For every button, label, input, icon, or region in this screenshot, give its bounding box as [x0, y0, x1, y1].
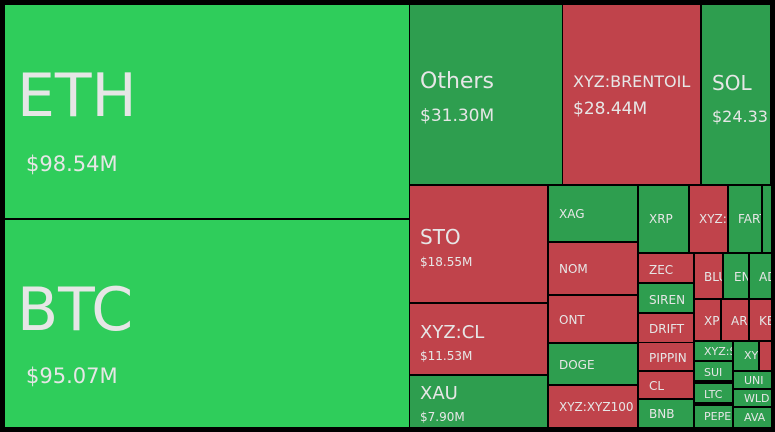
tile-label: EN: [734, 269, 748, 284]
tile-label: FART: [738, 211, 761, 226]
tile: [760, 342, 771, 370]
tile-label: XRP: [649, 211, 673, 226]
tile[interactable]: AR: [722, 300, 748, 340]
tile[interactable]: DOGE: [549, 344, 637, 384]
tile: [763, 186, 771, 252]
tile[interactable]: EN: [724, 254, 748, 298]
tile-value: $18.55M: [420, 254, 473, 269]
tile[interactable]: XYZ:BRENTOIL $28.44M: [563, 5, 700, 184]
tile[interactable]: XRP: [639, 186, 688, 252]
tile-value: $98.54M: [26, 151, 118, 176]
tile[interactable]: BLU: [695, 254, 722, 298]
tile-label: XAG: [559, 206, 585, 221]
tile-label: WLD: [744, 392, 770, 406]
tile-label: XYZ:XYZ100: [559, 399, 634, 414]
tile[interactable]: ETH $98.54M: [5, 5, 409, 218]
tile-value: $11.53M: [420, 348, 473, 363]
tile[interactable]: SOL $24.33: [702, 5, 770, 184]
tile-label: DOGE: [559, 357, 595, 372]
tile-label: ONT: [559, 312, 585, 327]
tile-label: XYZ:CL: [420, 321, 485, 343]
tile[interactable]: XAG: [549, 186, 637, 241]
tile-label: LTC: [704, 388, 723, 402]
tile-value: $7.90M: [420, 409, 465, 424]
tile[interactable]: XYZ:S: [695, 342, 732, 360]
tile-value: $24.33: [712, 106, 768, 126]
tile-label: DRIFT: [649, 321, 685, 336]
tile-label: BLU: [704, 269, 722, 284]
tile-label: PEPE: [704, 410, 732, 424]
tile-label: UNI: [744, 374, 764, 388]
tile[interactable]: CL: [639, 372, 693, 398]
tile[interactable]: KE: [750, 300, 771, 340]
tile[interactable]: DRIFT: [639, 314, 693, 342]
tile-label: ETH: [17, 61, 137, 132]
tile[interactable]: NOM: [549, 243, 637, 294]
tile[interactable]: XY: [734, 342, 758, 370]
tile-value: $31.30M: [420, 105, 495, 126]
tile[interactable]: AVA: [734, 408, 771, 427]
tile[interactable]: XYZ:S: [690, 186, 727, 252]
tile-label: BTC: [17, 275, 134, 346]
tile[interactable]: Others $31.30M: [410, 5, 562, 184]
tile-label: AD: [759, 269, 771, 284]
tile-label: SUI: [704, 366, 723, 380]
tile-label: XY: [744, 349, 758, 363]
tile[interactable]: STO $18.55M: [410, 186, 547, 302]
tile-label: XYZ:S: [699, 211, 727, 226]
tile[interactable]: AD: [750, 254, 771, 298]
tile[interactable]: PEPE: [695, 406, 732, 427]
tile-label: SOL: [712, 71, 752, 96]
tile[interactable]: UNI: [734, 372, 771, 388]
tile-label: BNB: [649, 406, 675, 421]
tile-label: Others: [420, 68, 494, 94]
tile-label: PIPPIN: [649, 350, 687, 365]
tile-label: XP: [704, 313, 720, 328]
tile-label: CL: [649, 378, 665, 393]
tile[interactable]: XP: [695, 300, 720, 340]
tile-label: AVA: [744, 411, 766, 425]
tile[interactable]: SUI: [695, 362, 732, 380]
tile-label: KE: [759, 313, 771, 328]
tile-label: XYZ:S: [704, 345, 732, 359]
tile-label: AR: [731, 313, 748, 328]
tile[interactable]: XYZ:XYZ100: [549, 386, 637, 427]
tile[interactable]: ZEC: [639, 254, 693, 282]
tile-label: XAU: [420, 382, 458, 404]
tile-value: $28.44M: [573, 98, 648, 119]
tile[interactable]: BNB: [639, 400, 693, 427]
tile-label: NOM: [559, 261, 588, 276]
tile-label: SIREN: [649, 292, 686, 307]
tile-label: XYZ:BRENTOIL: [573, 71, 691, 91]
tile-label: STO: [420, 225, 461, 250]
tile[interactable]: ONT: [549, 296, 637, 342]
tile-value: $95.07M: [26, 363, 118, 388]
tile[interactable]: XAU $7.90M: [410, 376, 547, 427]
tile-label: ZEC: [649, 262, 674, 277]
tile[interactable]: PIPPIN: [639, 343, 693, 370]
tile[interactable]: BTC $95.07M: [5, 220, 409, 427]
tile[interactable]: SIREN: [639, 284, 693, 312]
tile[interactable]: FART: [729, 186, 761, 252]
tile[interactable]: WLD: [734, 390, 771, 406]
tile[interactable]: XYZ:CL $11.53M: [410, 304, 547, 374]
tile[interactable]: LTC: [695, 384, 732, 402]
